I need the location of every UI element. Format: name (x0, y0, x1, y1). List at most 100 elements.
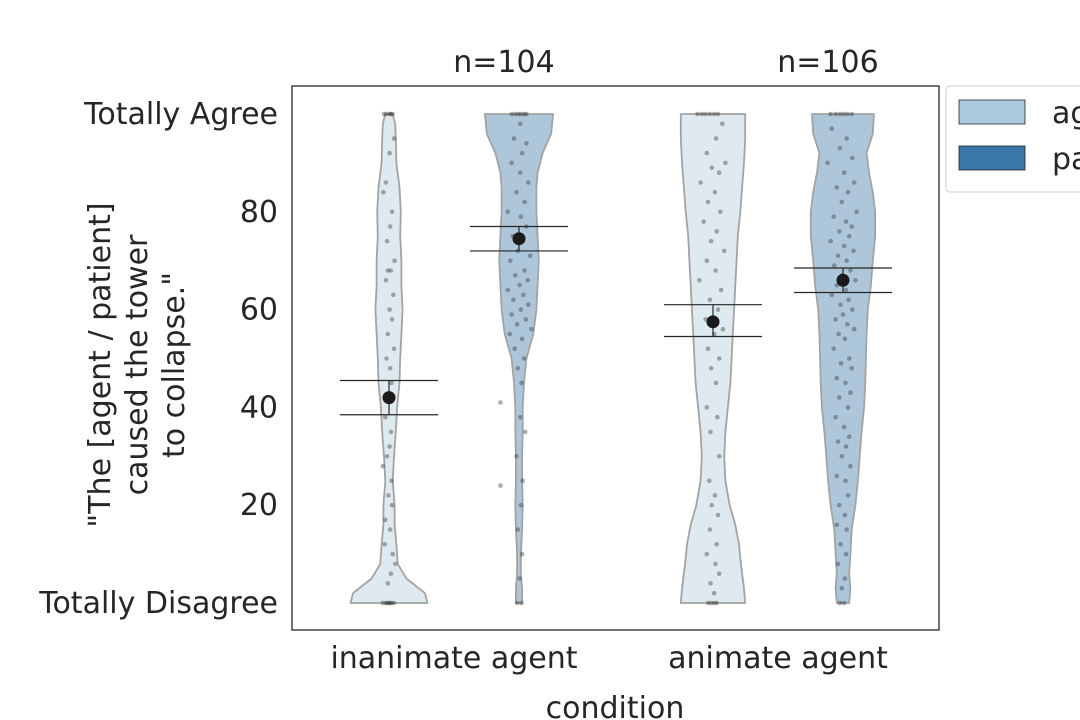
data-point (387, 111, 392, 117)
data-point (384, 111, 389, 117)
data-point (718, 287, 724, 293)
y-axis-label-line: caused the tower (120, 234, 155, 495)
data-point (840, 312, 846, 317)
x-tick-label: animate agent (668, 641, 888, 676)
data-point (708, 429, 713, 435)
data-point (716, 571, 722, 576)
data-point (695, 111, 700, 117)
data-point (837, 111, 843, 117)
data-point (519, 600, 524, 606)
data-point (833, 317, 838, 322)
data-point (825, 160, 830, 166)
data-point (828, 111, 833, 117)
data-point (838, 542, 843, 547)
data-point (709, 502, 715, 508)
data-point (383, 600, 389, 606)
data-point (511, 136, 517, 141)
data-point (839, 199, 845, 205)
data-point (521, 111, 527, 117)
data-point (709, 165, 715, 171)
data-point (391, 600, 397, 606)
data-point (518, 307, 524, 312)
data-point (391, 292, 396, 298)
data-point (844, 136, 849, 141)
data-point (498, 483, 503, 488)
data-point (848, 390, 853, 396)
data-point (388, 268, 394, 273)
data-point (707, 478, 712, 484)
data-point (380, 600, 386, 606)
data-point (704, 405, 710, 410)
data-point (525, 278, 530, 283)
y-axis-label-line: "The [agent / patient] (83, 202, 118, 527)
y-tick-label: 60 (240, 293, 278, 328)
data-point (382, 542, 388, 547)
data-point (849, 366, 854, 371)
data-point (714, 542, 719, 547)
data-point (712, 493, 718, 498)
data-point (505, 209, 511, 215)
data-point (708, 238, 714, 244)
data-point (844, 527, 849, 532)
mean-marker (836, 273, 850, 287)
data-point (708, 581, 713, 586)
data-point (517, 121, 523, 127)
data-point (841, 111, 846, 117)
data-point (837, 502, 842, 508)
data-point (526, 302, 531, 308)
data-point (387, 307, 392, 312)
data-point (845, 189, 851, 195)
data-point (389, 502, 395, 508)
data-point (513, 111, 518, 117)
data-point (383, 414, 388, 420)
data-point (701, 219, 706, 224)
legend-label: patient (1052, 142, 1080, 177)
data-point (527, 253, 533, 259)
data-point (837, 600, 843, 606)
data-point (843, 444, 849, 449)
x-tick-label: inanimate agent (330, 641, 577, 676)
data-point (720, 121, 725, 127)
data-point (834, 522, 840, 528)
data-point (383, 180, 389, 185)
data-point (529, 326, 534, 332)
data-point (507, 331, 512, 337)
data-point (829, 126, 835, 131)
data-point (704, 150, 710, 156)
x-tick-labels: inanimate agent animate agent (330, 641, 888, 676)
data-point (845, 111, 850, 117)
group-n-label: n=106 (777, 45, 878, 80)
data-point (841, 243, 847, 249)
data-point (522, 199, 527, 205)
y-tick-label: 40 (240, 390, 278, 425)
data-point (707, 297, 713, 303)
data-point (704, 258, 710, 264)
data-point (512, 346, 517, 352)
data-point (704, 551, 710, 557)
data-point (386, 600, 392, 606)
data-point (389, 600, 394, 606)
data-point (849, 224, 854, 229)
data-point (837, 145, 843, 151)
data-point (698, 180, 703, 185)
data-point (853, 278, 858, 283)
data-point (389, 478, 394, 484)
data-point (384, 454, 390, 459)
data-point (517, 414, 523, 420)
data-point (498, 400, 503, 405)
data-point (841, 424, 847, 430)
data-point (836, 331, 841, 337)
legend-swatch (958, 145, 1026, 171)
data-point (711, 600, 717, 606)
data-point (838, 302, 843, 308)
data-point (835, 561, 841, 567)
data-point (838, 361, 844, 366)
data-point (843, 287, 849, 293)
data-point (707, 111, 713, 117)
data-point (389, 380, 394, 386)
violin-inanimate-agent-patient (484, 113, 554, 604)
data-point (519, 150, 525, 156)
data-point (381, 111, 387, 117)
y-tick-labels: Totally Agree 80 60 40 20 Totally Disagree (38, 97, 278, 621)
data-point (711, 111, 717, 117)
